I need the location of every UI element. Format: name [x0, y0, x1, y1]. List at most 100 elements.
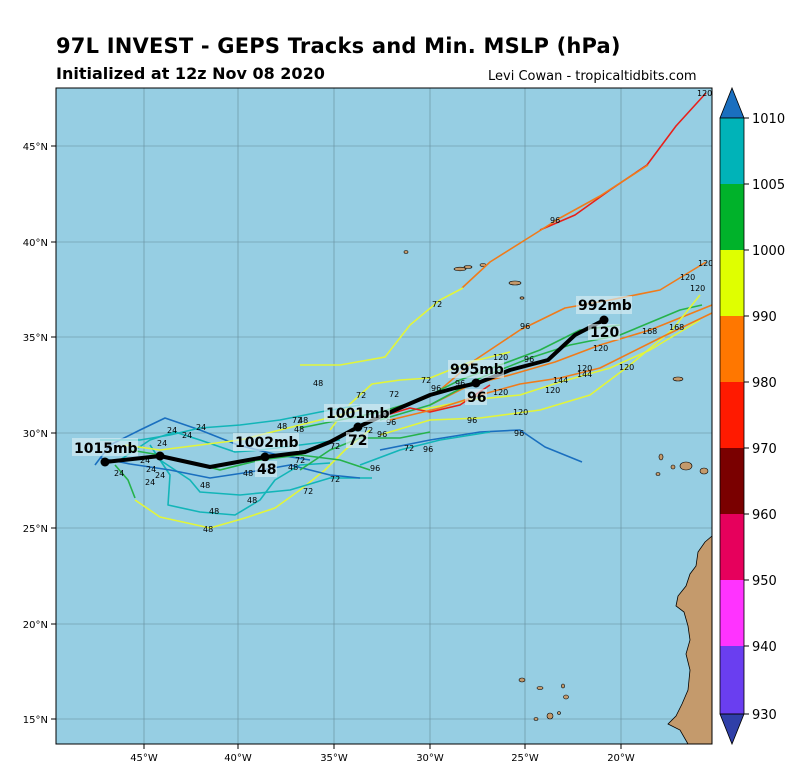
colorbar-segment-1005 — [720, 184, 744, 250]
colorbar-tick-label: 980 — [752, 376, 777, 391]
hour-label-24: 24 — [167, 426, 177, 435]
hour-label-168: 168 — [669, 323, 684, 332]
mean-track-labels: 1015mb 1002mb 48 1001mb 72 995mb 96 992m… — [72, 296, 632, 478]
colorbar-segment-1010 — [720, 118, 744, 184]
axis-ticks — [51, 145, 622, 749]
hour-label-72: 72 — [295, 456, 305, 465]
hour-label-mean-120: 120 — [590, 325, 619, 341]
atlantic-islands — [518, 376, 709, 721]
pressure-label-1015: 1015mb — [74, 441, 138, 457]
hour-label-48: 48 — [209, 507, 219, 516]
hour-label-72: 72 — [330, 475, 340, 484]
hour-label-120: 120 — [493, 353, 508, 362]
hour-label-24: 24 — [146, 465, 156, 474]
mean-track-markers — [100, 315, 609, 467]
lon-tick-label: 30°W — [416, 753, 444, 764]
lat-tick-label: 30°N — [23, 429, 48, 440]
hour-label-mean-72: 72 — [348, 433, 367, 449]
hour-label-96: 96 — [377, 430, 387, 439]
hour-label-mean-48: 48 — [257, 462, 276, 478]
azores-islands — [403, 250, 525, 300]
hour-label-120: 120 — [698, 259, 713, 268]
gridlines — [56, 88, 712, 744]
hour-label-96: 96 — [467, 416, 477, 425]
hour-label-48: 48 — [298, 416, 308, 425]
hour-label-120: 120 — [690, 284, 705, 293]
colorbar-tick-label: 930 — [752, 708, 777, 723]
mean-track-line — [104, 318, 605, 469]
colorbar-segment-960 — [720, 514, 744, 580]
hour-label-144: 144 — [577, 370, 592, 379]
member-track-orange-north — [461, 164, 649, 289]
hour-label-96: 96 — [370, 464, 380, 473]
member-track-yellow-5 — [134, 429, 371, 529]
member-track-teal-3 — [149, 444, 331, 516]
member-track-teal-5 — [100, 404, 361, 441]
lat-tick-label: 45°N — [23, 142, 48, 153]
member-track-yellow-1 — [300, 287, 464, 366]
colorbar-tick-label: 990 — [752, 310, 777, 325]
hour-label-24: 24 — [114, 469, 124, 478]
mean-track-point-24h — [155, 451, 165, 461]
colorbar-tick-label: 1010 — [752, 112, 785, 127]
colorbar-tick-label: 960 — [752, 508, 777, 523]
colorbar-tick-label: 950 — [752, 574, 777, 589]
pressure-label-1002: 1002mb — [235, 435, 299, 451]
mean-track-point-72h — [353, 422, 363, 432]
hour-label-96: 96 — [386, 418, 396, 427]
colorbar-segment-990 — [720, 316, 744, 382]
latitude-labels: 45°N 40°N 35°N 30°N 25°N 20°N 15°N — [23, 142, 48, 726]
africa-landmass — [667, 535, 712, 744]
hour-label-72: 72 — [421, 376, 431, 385]
hour-label-48: 48 — [294, 425, 304, 434]
lon-tick-label: 35°W — [320, 753, 348, 764]
hour-label-96: 96 — [550, 216, 560, 225]
member-hour-labels: 24 24 24 24 24 24 24 24 24 48 48 48 48 4… — [114, 89, 713, 534]
lat-tick-label: 20°N — [23, 620, 48, 631]
colorbar-tick-label: 1005 — [752, 178, 785, 193]
hour-label-48: 48 — [313, 379, 323, 388]
hour-label-120: 120 — [697, 89, 712, 98]
hour-label-120: 120 — [545, 386, 560, 395]
hour-label-72: 72 — [404, 444, 414, 453]
mean-track-point-0h — [100, 457, 110, 467]
hour-label-24: 24 — [140, 456, 150, 465]
hour-label-72: 72 — [432, 300, 442, 309]
hour-label-72: 72 — [363, 426, 373, 435]
lon-tick-label: 45°W — [130, 753, 158, 764]
hour-label-96: 96 — [431, 384, 441, 393]
colorbar-top-extension — [719, 86, 745, 119]
lat-tick-label: 15°N — [23, 715, 48, 726]
colorbar-bottom-extension — [719, 713, 745, 746]
hour-label-72: 72 — [389, 390, 399, 399]
member-track-teal-1 — [359, 431, 491, 466]
hour-label-72: 72 — [330, 442, 340, 451]
longitude-labels: 45°W 40°W 35°W 30°W 25°W 20°W — [130, 753, 635, 764]
colorbar-segment-950 — [720, 580, 744, 646]
hour-label-72: 72 — [356, 391, 366, 400]
hour-label-96: 96 — [520, 322, 530, 331]
hour-label-120: 120 — [493, 388, 508, 397]
pressure-colorbar: 1010 1005 1000 990 980 970 960 950 940 9… — [719, 86, 785, 746]
lon-tick-label: 40°W — [224, 753, 252, 764]
hour-label-168: 168 — [642, 327, 657, 336]
colorbar-segment-970 — [720, 448, 744, 514]
mean-track-point-96h — [471, 378, 481, 388]
hour-label-120: 120 — [577, 364, 592, 373]
pressure-label-995: 995mb — [450, 362, 504, 378]
credit-text: Levi Cowan - tropicaltidbits.com — [488, 69, 697, 84]
chart-title: 97L INVEST - GEPS Tracks and Min. MSLP (… — [56, 34, 621, 58]
lat-tick-label: 35°N — [23, 333, 48, 344]
pressure-label-1001: 1001mb — [326, 406, 390, 422]
lat-tick-label: 25°N — [23, 524, 48, 535]
hour-label-96: 96 — [423, 445, 433, 454]
hour-label-24: 24 — [182, 431, 192, 440]
hour-label-96: 96 — [455, 379, 465, 388]
hour-label-24: 24 — [196, 423, 206, 432]
mean-track-point-120h — [599, 315, 609, 325]
member-track-blue-1 — [379, 429, 583, 463]
lon-tick-label: 25°W — [511, 753, 539, 764]
colorbar-tick-label: 1000 — [752, 244, 785, 259]
member-track-teal-4 — [159, 459, 372, 496]
pressure-label-992: 992mb — [578, 298, 632, 314]
